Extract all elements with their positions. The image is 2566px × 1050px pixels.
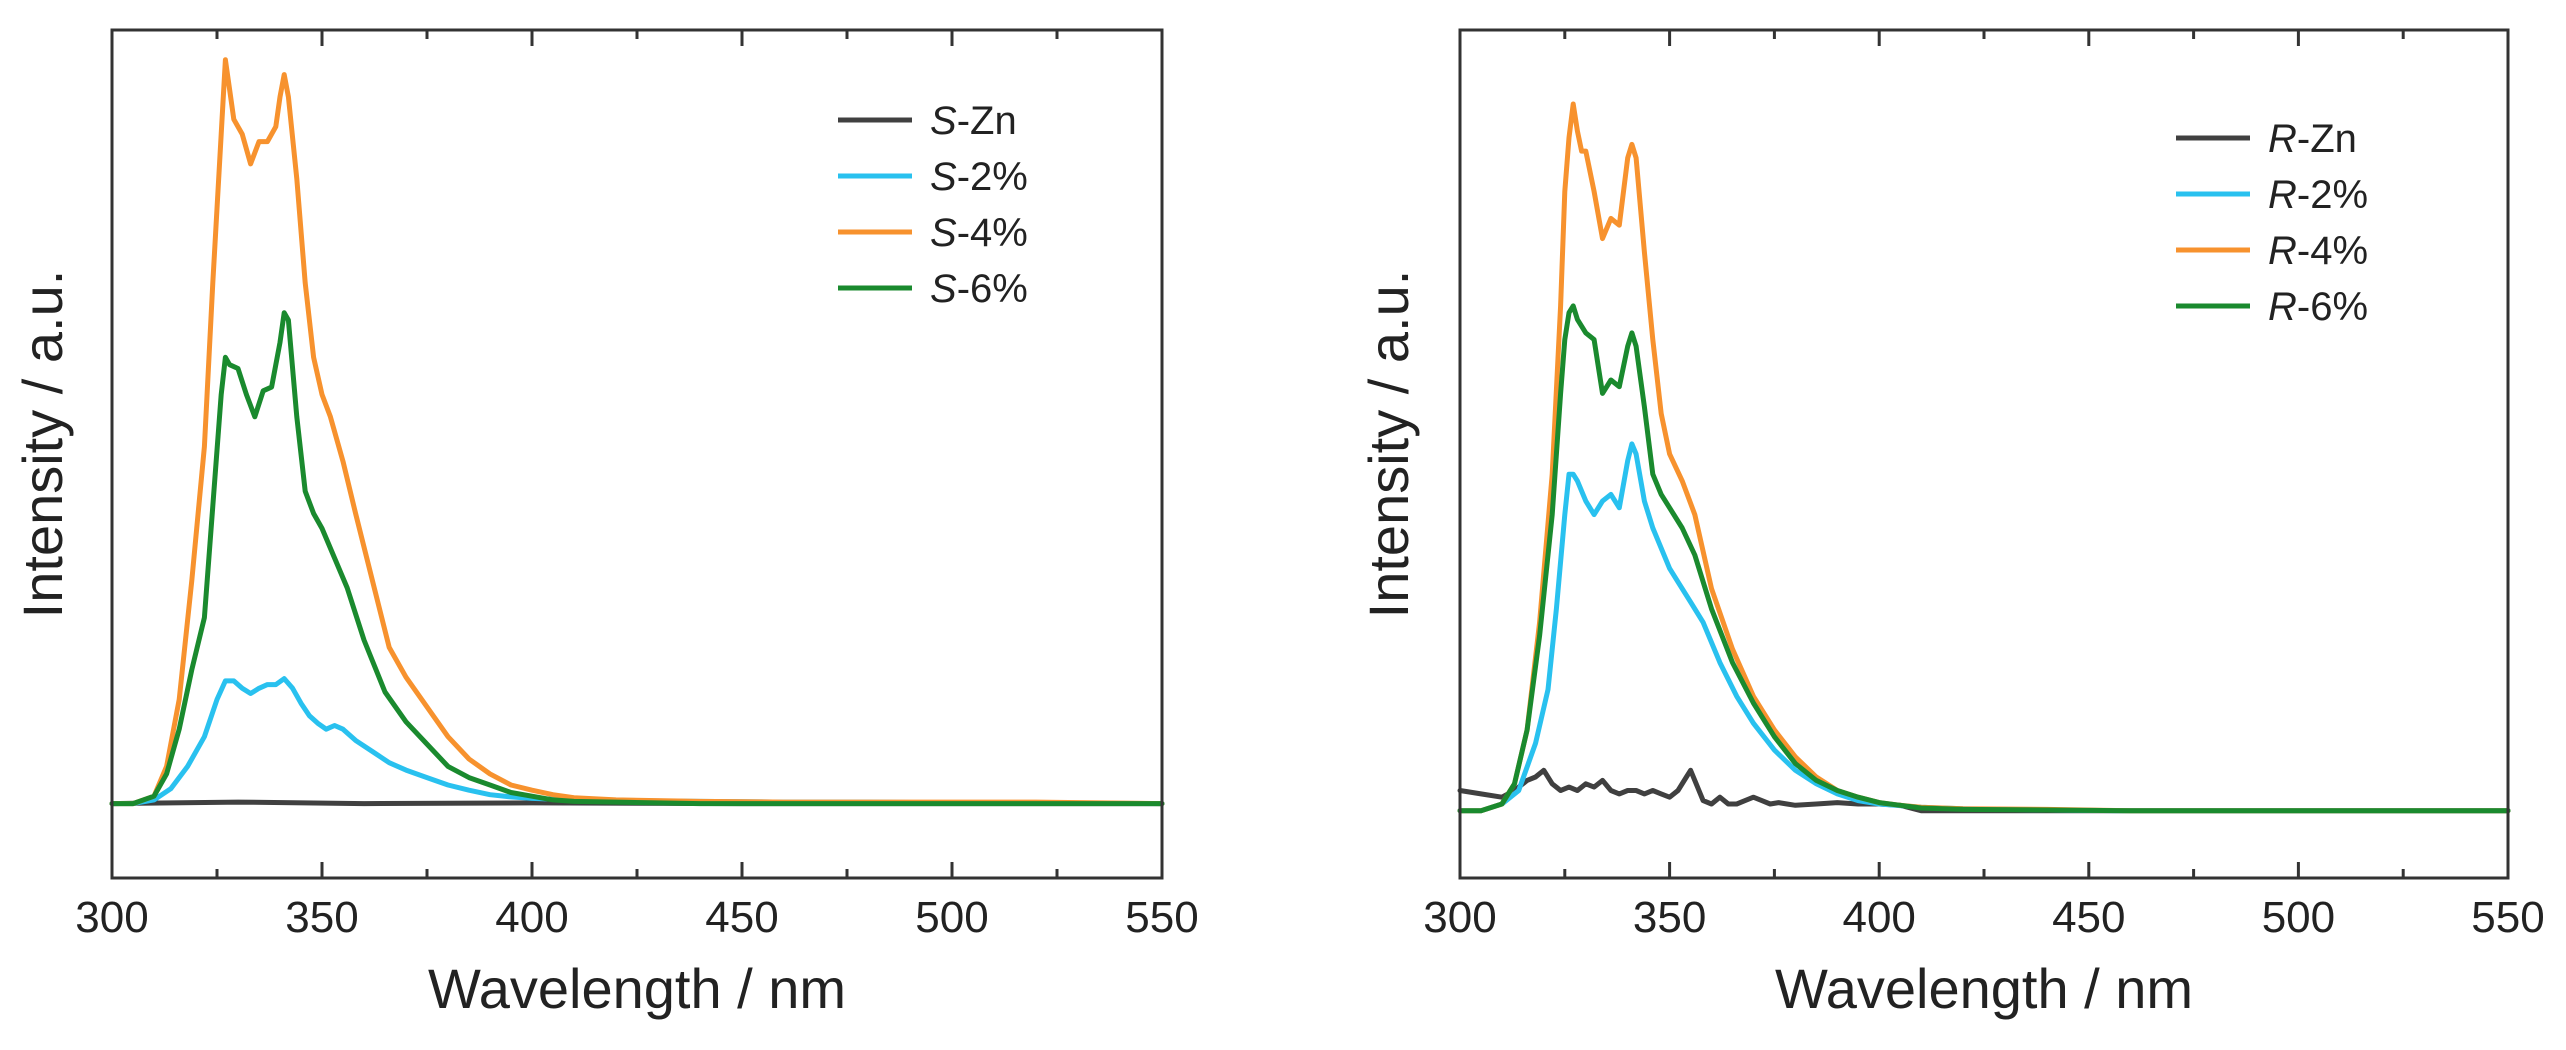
legend-suffix: -Zn <box>957 99 1017 143</box>
x-tick-label: 300 <box>75 893 148 942</box>
x-tick-label: 450 <box>705 893 778 942</box>
x-tick-label: 550 <box>2471 893 2544 942</box>
legend-label: S-2% <box>930 155 1028 199</box>
legend-label: R-2% <box>2268 173 2368 217</box>
legend-prefix: R <box>2268 117 2297 161</box>
x-tick-label: 500 <box>2262 893 2335 942</box>
x-tick-label: 350 <box>1633 893 1706 942</box>
x-tick-label: 500 <box>915 893 988 942</box>
legend-prefix: R <box>2268 285 2297 329</box>
right-chart-panel: 300 350 400 450 500 550 Wavelength / nm Intensi… <box>1357 28 2545 1020</box>
legend-prefix: R <box>2268 173 2297 217</box>
legend-prefix: R <box>2268 229 2297 273</box>
series-line-R-2pct <box>1457 441 2511 814</box>
x-tick-label: 400 <box>495 893 568 942</box>
legend-suffix: -4% <box>2297 229 2368 273</box>
legend-suffix: -2% <box>2297 173 2368 217</box>
series-line-S-2pct <box>109 676 1165 807</box>
legend-suffix: -Zn <box>2297 117 2357 161</box>
legend-suffix: -6% <box>957 267 1028 311</box>
series-group <box>109 57 1165 807</box>
x-tick-label: 350 <box>285 893 358 942</box>
x-axis-title: Wavelength / nm <box>428 957 846 1020</box>
legend-prefix: S <box>930 211 957 255</box>
x-tick-label: 400 <box>1842 893 1915 942</box>
legend: R-ZnR-2%R-4%R-6% <box>2176 117 2368 329</box>
y-axis-title: Intensity / a.u. <box>11 270 74 619</box>
x-tick-label: 450 <box>2052 893 2125 942</box>
legend-suffix: -6% <box>2297 285 2368 329</box>
x-axis-title: Wavelength / nm <box>1775 957 2193 1020</box>
series-line-S-6pct <box>109 310 1165 807</box>
legend-label: R-Zn <box>2268 117 2357 161</box>
left-chart-panel: 300 350 400 450 500 550 Wavelength / nm Intensi… <box>11 28 1199 1020</box>
legend-label: S-4% <box>930 211 1028 255</box>
series-line-S-4pct <box>109 57 1165 807</box>
series-line-R-6pct <box>1457 303 2511 814</box>
legend-prefix: S <box>930 267 957 311</box>
legend-prefix: S <box>930 99 957 143</box>
legend-prefix: S <box>930 155 957 199</box>
x-tick-label: 550 <box>1125 893 1198 942</box>
series-group <box>1457 101 2511 814</box>
legend-suffix: -2% <box>957 155 1028 199</box>
x-tick-label: 300 <box>1423 893 1496 942</box>
legend-label: S-6% <box>930 267 1028 311</box>
legend-suffix: -4% <box>957 211 1028 255</box>
legend-label: S-Zn <box>930 99 1017 143</box>
series-line-R-Zn <box>1457 767 2511 814</box>
y-axis-title: Intensity / a.u. <box>1357 270 1420 619</box>
legend-label: R-4% <box>2268 229 2368 273</box>
legend-label: R-6% <box>2268 285 2368 329</box>
legend: S-ZnS-2%S-4%S-6% <box>838 99 1028 311</box>
